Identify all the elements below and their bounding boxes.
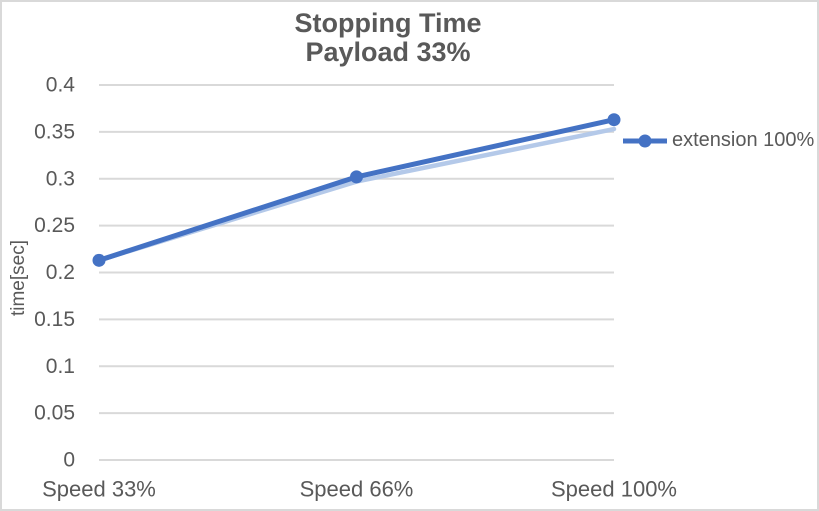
series-line[interactable] xyxy=(96,117,617,263)
y-tick-label: 0.05 xyxy=(34,402,75,425)
y-tick-label: 0.15 xyxy=(34,308,75,331)
legend[interactable]: extension 100% xyxy=(621,127,814,154)
shadow-line xyxy=(96,126,617,263)
chart-title-line1: Stopping Time xyxy=(294,8,482,38)
y-tick-label: 0.2 xyxy=(46,261,75,284)
y-tick-label: 0.3 xyxy=(46,167,75,190)
legend-line-marker-icon xyxy=(623,134,667,147)
y-tick-label: 0.4 xyxy=(46,74,76,97)
chart-title: Stopping Time Payload 33% xyxy=(2,8,774,68)
x-tick-label: Speed 66% xyxy=(300,477,414,502)
data-point-marker[interactable] xyxy=(92,253,106,267)
y-tick-label: 0.1 xyxy=(46,355,75,378)
y-tick-label: 0.35 xyxy=(34,120,75,143)
legend-label: extension 100% xyxy=(672,129,815,151)
data-point-marker[interactable] xyxy=(607,113,621,127)
y-tick-label: 0 xyxy=(63,449,75,472)
y-tick-label: 0.25 xyxy=(34,214,75,237)
x-tick-label: Speed 100% xyxy=(551,477,677,502)
x-tick-label: Speed 33% xyxy=(42,477,156,502)
data-point-marker[interactable] xyxy=(350,170,363,184)
chart-title-line2: Payload 33% xyxy=(305,37,471,68)
